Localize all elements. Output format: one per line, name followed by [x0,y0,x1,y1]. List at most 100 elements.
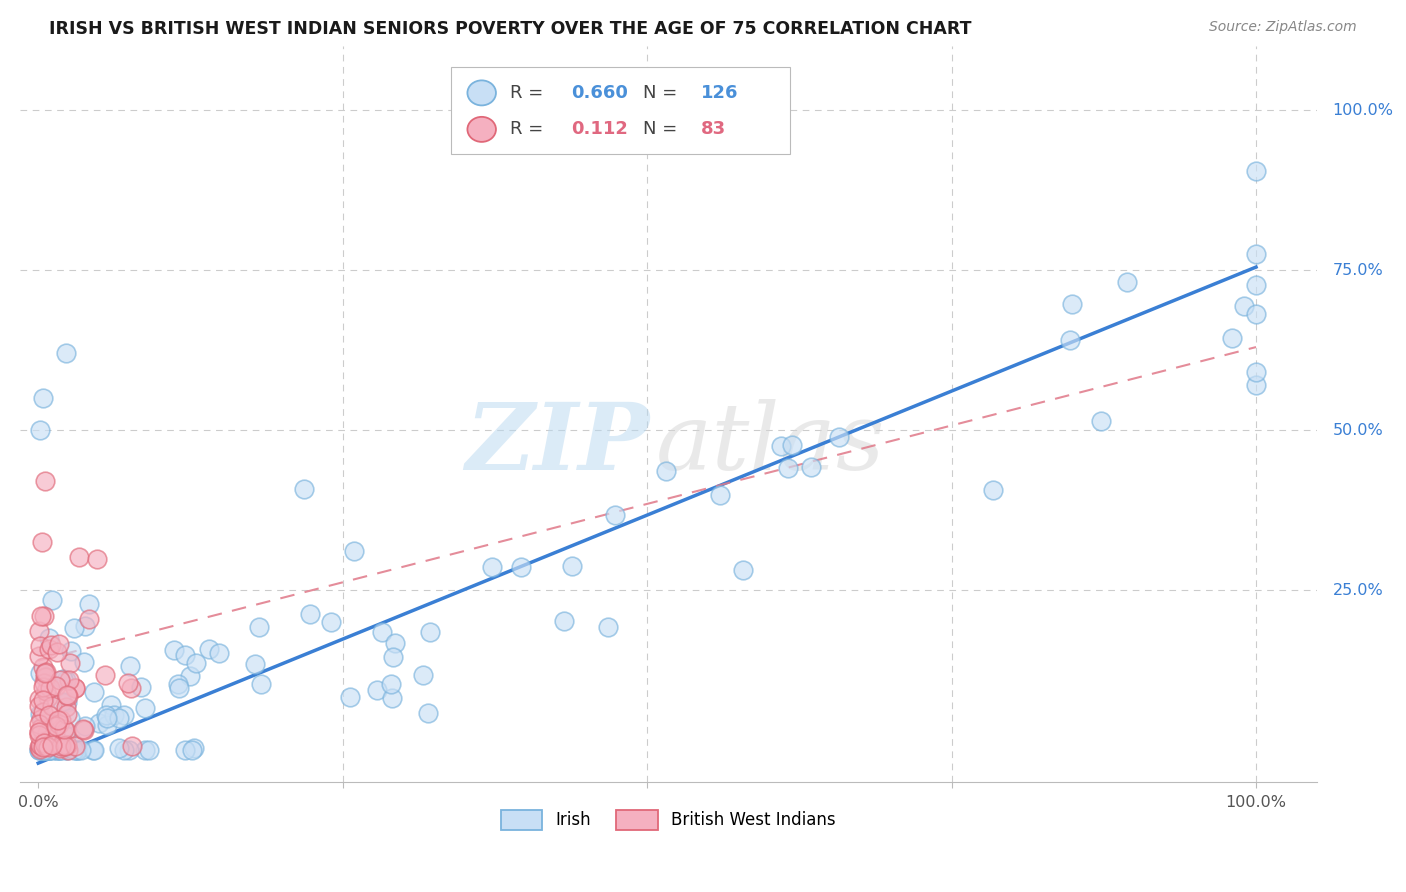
Point [32,392,55,406]
Point [59,656,82,670]
Point [186,657,208,671]
Point [96,718,118,732]
Point [42,719,65,733]
Point [319,615,342,629]
Point [299,607,322,622]
Point [34,728,56,742]
Point [82,743,104,757]
Point [31,743,53,757]
Point [45,679,67,693]
Point [553,614,575,628]
Point [55,729,77,743]
Text: 100.0%: 100.0% [1333,103,1393,118]
Point [371,625,394,640]
Point [32,693,55,707]
Point [73,619,96,633]
Point [53,739,76,754]
Point [96,711,118,725]
Point [62,737,84,751]
Point [83,743,105,757]
Point [778,461,800,475]
Point [339,690,361,705]
Point [35,739,58,753]
Point [34,683,56,698]
Point [32,743,55,757]
Point [65,681,87,695]
Point [366,682,388,697]
Text: N =: N = [643,120,689,138]
Point [247,620,270,634]
Point [37,739,59,754]
Point [55,743,77,757]
Point [73,655,96,669]
Point [39,726,62,740]
Text: 75.0%: 75.0% [1333,263,1384,277]
Point [1244,164,1267,178]
Point [243,657,266,671]
Point [55,673,77,687]
Point [180,743,202,757]
Point [56,706,79,721]
Point [1059,333,1081,347]
Point [83,684,105,698]
Point [44,733,66,747]
Ellipse shape [467,117,496,142]
Point [55,346,77,360]
Point [67,743,90,757]
Point [1062,297,1084,311]
Point [38,743,60,757]
Point [38,681,60,695]
Point [1244,278,1267,293]
Point [48,717,70,731]
Point [56,690,79,704]
Point [56,689,79,703]
Point [28,707,51,722]
Point [34,475,56,489]
Text: 50.0%: 50.0% [1333,423,1384,438]
Point [32,743,55,757]
Point [382,650,405,665]
Point [49,673,72,688]
Point [208,646,231,660]
Point [419,624,441,639]
Text: Source: ZipAtlas.com: Source: ZipAtlas.com [1209,20,1357,34]
Point [32,681,55,695]
Point [49,743,72,757]
Point [39,734,62,748]
Point [35,665,58,679]
Point [118,743,141,757]
Point [416,706,439,720]
Point [77,597,100,611]
Point [343,543,366,558]
Point [55,738,77,752]
Point [28,725,51,739]
Point [28,639,51,653]
Point [28,743,51,757]
Point [28,742,51,756]
Point [117,676,139,690]
Point [55,723,77,738]
Point [35,739,58,753]
Legend: Irish, British West Indians: Irish, British West Indians [494,803,842,837]
Point [384,635,406,649]
Point [48,743,70,757]
Text: N =: N = [643,84,682,102]
Point [769,439,792,453]
Point [79,611,101,625]
Text: ZIP: ZIP [465,399,650,489]
Text: R =: R = [510,120,555,138]
Point [53,723,76,737]
Point [28,739,51,754]
Text: 25.0%: 25.0% [1333,582,1384,598]
Point [561,558,583,573]
Point [38,743,60,757]
Point [41,593,63,607]
Point [249,677,271,691]
Point [63,621,86,635]
Point [37,690,59,704]
Point [1233,299,1256,313]
Point [163,643,186,657]
Point [34,743,56,757]
Point [292,482,315,496]
Point [63,743,86,757]
